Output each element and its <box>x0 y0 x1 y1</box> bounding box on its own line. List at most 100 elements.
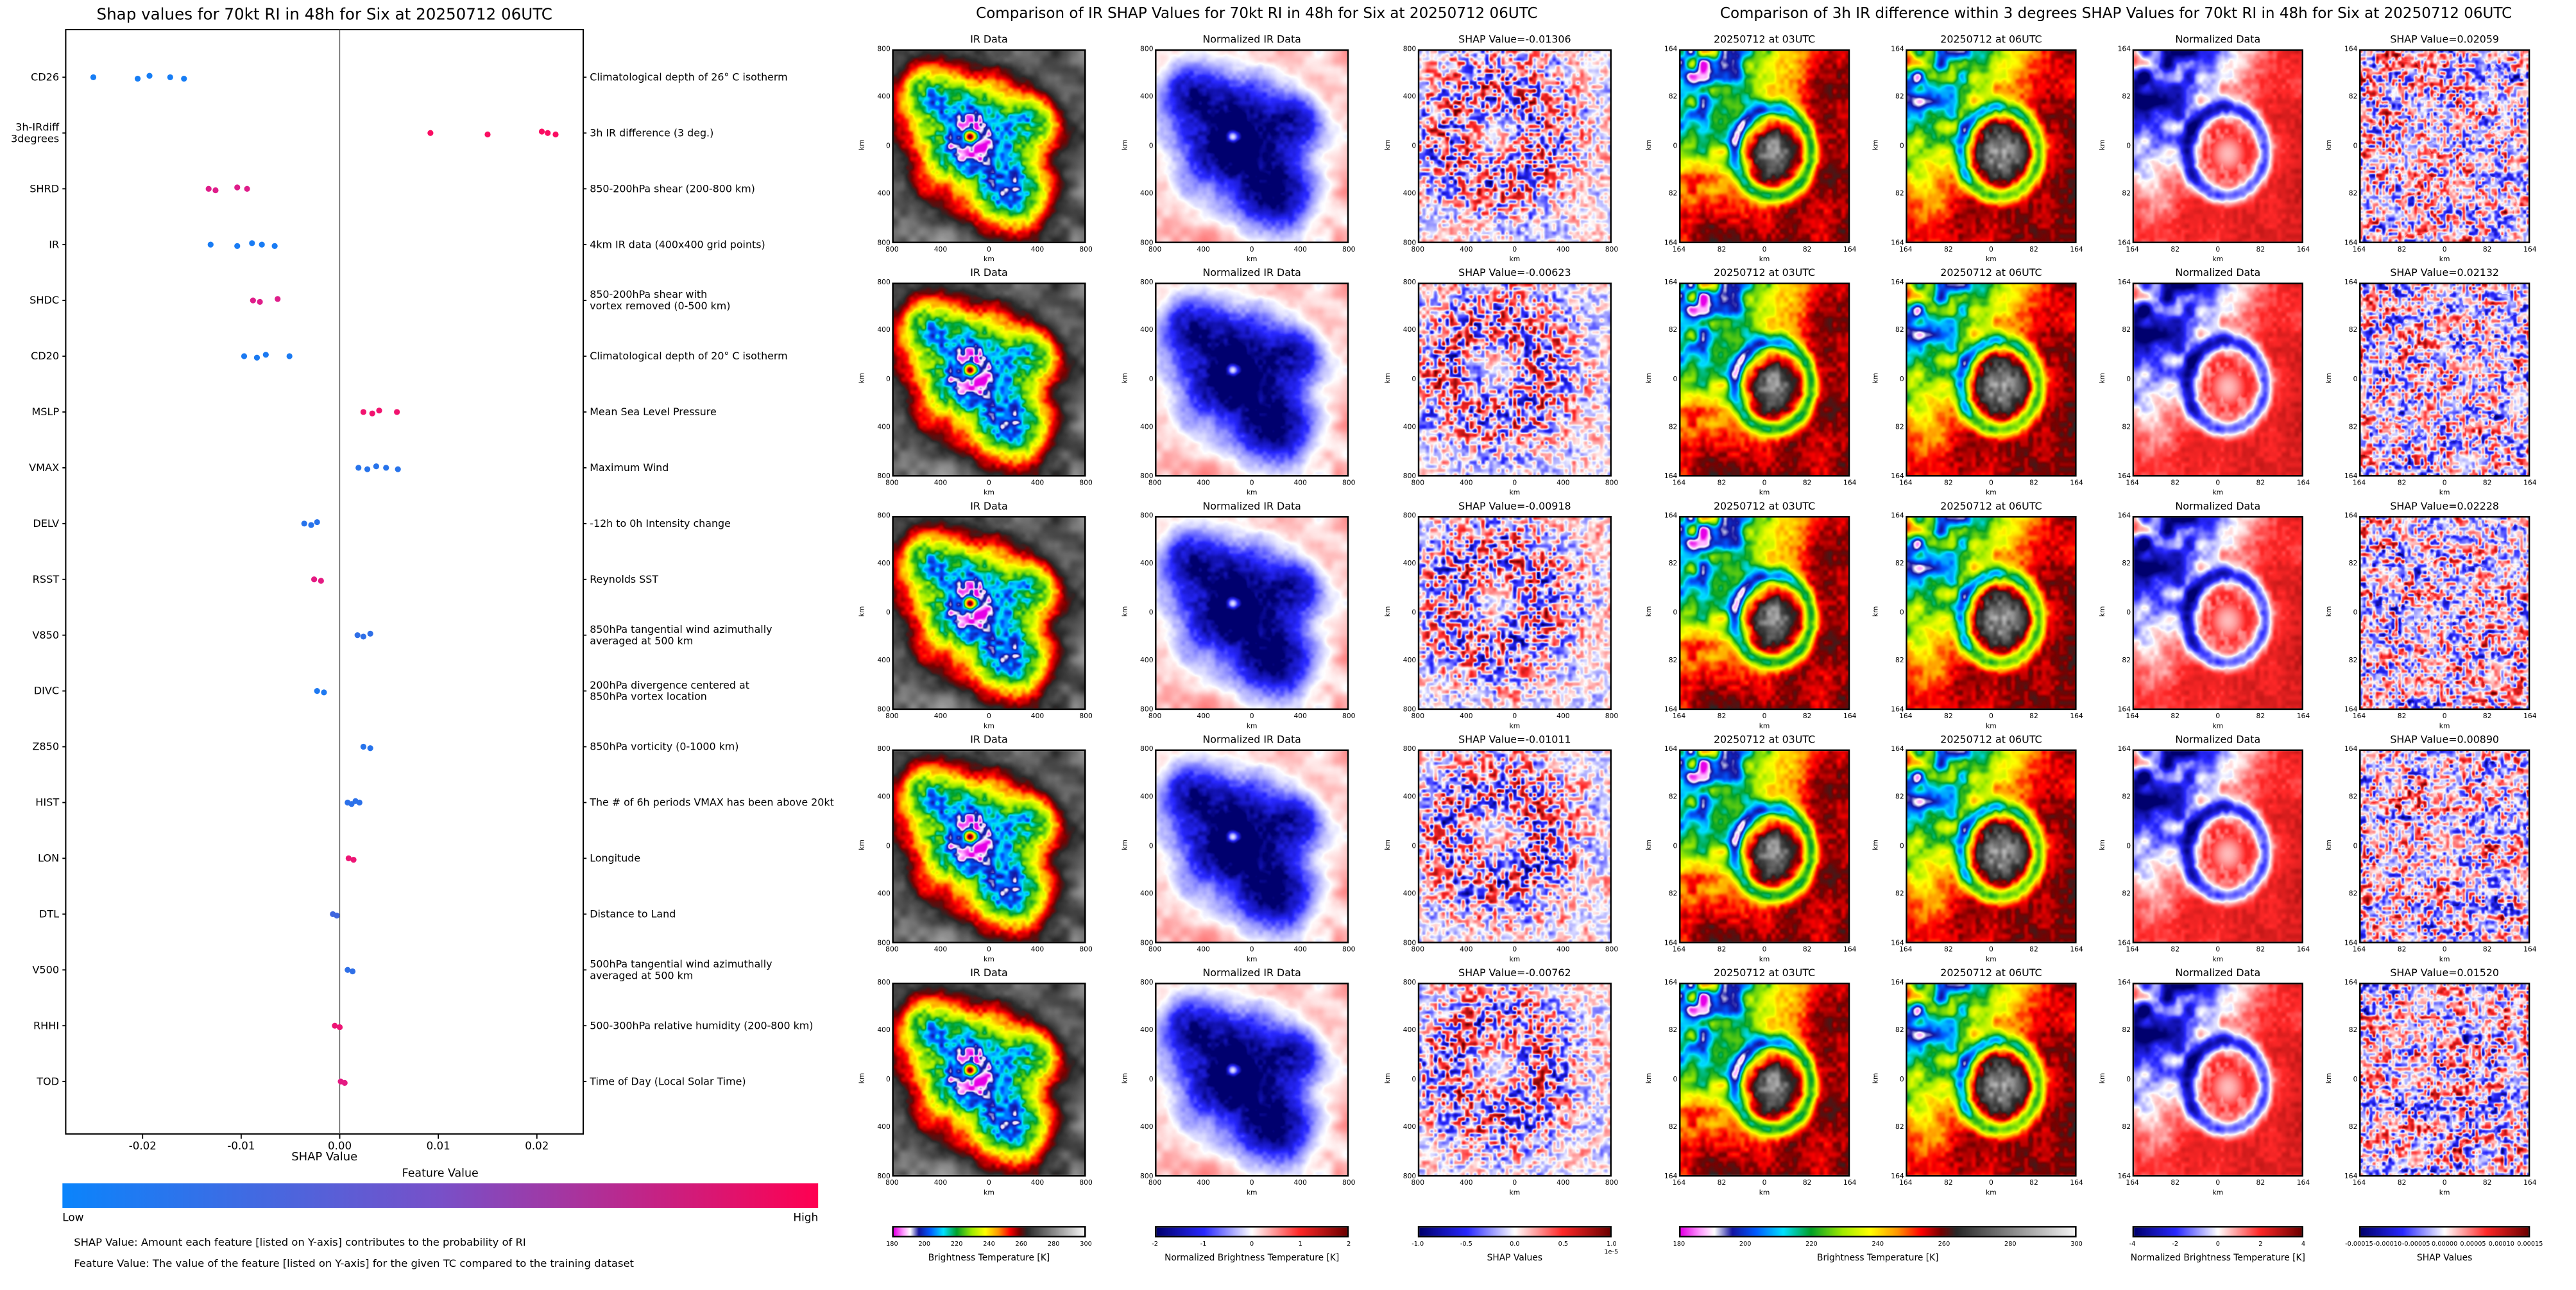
x-tick: 164 <box>2126 944 2139 952</box>
y-tick: 82 <box>2122 655 2131 664</box>
x-tick: 0 <box>2215 477 2221 486</box>
map-column-title: SHAP Value=-0.01011 <box>1458 734 1571 746</box>
y-tick: 82 <box>1895 189 1904 198</box>
y-tick: 164 <box>1664 1171 1678 1180</box>
colorbar-label: Normalized Brightness Temperature [K] <box>2130 1253 2305 1263</box>
shap-mid-map <box>1417 749 1612 943</box>
y-tick: 82 <box>1668 558 1678 567</box>
x-tick: 0 <box>2442 1177 2447 1186</box>
x-tick: 800 <box>1148 944 1162 952</box>
y-tick: 164 <box>2117 277 2131 286</box>
x-tick: 82 <box>1717 710 1727 719</box>
y-tick: 0 <box>886 1074 891 1083</box>
y-tick: 800 <box>877 470 891 479</box>
y-tick: 800 <box>1403 470 1417 479</box>
feature-value-colorbar-title: Feature Value <box>402 1167 479 1180</box>
x-tick: 400 <box>1197 244 1210 253</box>
y-tick: 0 <box>1412 1074 1417 1083</box>
x-tick: 800 <box>1605 477 1619 486</box>
y-tick: 164 <box>1891 977 1904 986</box>
x-axis-label: km <box>2212 954 2224 963</box>
x-axis-label: km <box>1986 954 1997 963</box>
x-tick: 82 <box>1944 244 1953 253</box>
colorbar-tick: 200 <box>918 1238 931 1247</box>
y-tick: 400 <box>877 558 891 567</box>
y-tick: 82 <box>1668 92 1678 101</box>
y-tick: 164 <box>1664 704 1678 713</box>
x-tick: 82 <box>1944 1177 1953 1186</box>
y-axis-label: km <box>1120 1072 1129 1084</box>
normR-map <box>2132 983 2303 1177</box>
x-axis-label: km <box>1509 254 1521 262</box>
x-tick: 164 <box>1843 710 1857 719</box>
x-tick: 400 <box>1030 944 1045 952</box>
colorbar-tick: 240 <box>1872 1238 1884 1247</box>
x-tick: 800 <box>1411 710 1425 719</box>
y-tick: 400 <box>877 422 891 431</box>
map-column-title: 20250712 at 06UTC <box>1940 734 2042 746</box>
y-axis-label: km <box>857 139 866 150</box>
map-column-title: 20250712 at 06UTC <box>1940 968 2042 980</box>
x-tick: 400 <box>934 244 948 253</box>
y-tick: 800 <box>1403 44 1417 52</box>
x-tick: 82 <box>1802 244 1812 253</box>
colorbar-tick: 4 <box>2301 1238 2306 1247</box>
x-tick: 82 <box>2482 244 2492 253</box>
x-tick-label: -0.01 <box>227 1140 255 1150</box>
x-tick: 0 <box>1512 944 1517 952</box>
x-tick: 0 <box>1512 244 1517 253</box>
shap-point <box>314 519 320 526</box>
shapR-map <box>2359 49 2530 243</box>
colorbar-tick: 300 <box>2070 1238 2083 1247</box>
x-tick: 164 <box>2070 1177 2083 1186</box>
x-tick: 82 <box>2171 477 2180 486</box>
y-axis-label: km <box>2324 839 2333 850</box>
y-tick: 164 <box>2117 743 2131 752</box>
shap-point <box>360 633 367 640</box>
x-axis-label: km <box>1246 1187 1258 1196</box>
x-tick: 400 <box>1557 944 1570 952</box>
x-tick: 800 <box>1079 710 1093 719</box>
y-tick: 82 <box>2122 889 2131 898</box>
x-axis-label: km <box>2439 954 2450 963</box>
x-tick: 82 <box>2397 710 2407 719</box>
x-tick: 800 <box>1148 1177 1162 1186</box>
feature-description: 500-300hPa relative humidity (200-800 km… <box>590 1019 813 1031</box>
brightness-temperature-k--colorbar <box>1678 1226 2077 1238</box>
colorbar-tick: 180 <box>886 1238 898 1247</box>
y-tick: 82 <box>1895 325 1904 334</box>
y-tick: 400 <box>1403 1122 1417 1131</box>
x-tick: 82 <box>2171 244 2180 253</box>
x-tick: 164 <box>1899 477 1913 486</box>
shap-point <box>259 241 265 248</box>
y-tick: 400 <box>1403 792 1417 801</box>
x-axis-label: km <box>984 487 994 496</box>
x-tick: 164 <box>1843 944 1857 952</box>
x-tick-label: 0.00 <box>328 1140 352 1150</box>
y-tick: 800 <box>1403 704 1417 713</box>
map-column-title: 20250712 at 03UTC <box>1713 268 1816 280</box>
shap-point <box>314 687 320 694</box>
feature-tick-label: TOD <box>36 1075 59 1087</box>
x-tick: 400 <box>1030 244 1045 253</box>
ir-mid-map <box>892 516 1086 710</box>
x-tick: 82 <box>2256 710 2265 719</box>
feature-tick-label: MSLP <box>31 406 59 418</box>
x-tick: 164 <box>2126 1177 2139 1186</box>
x-tick: 82 <box>2397 477 2407 486</box>
x-tick: 82 <box>1944 477 1953 486</box>
shap-point <box>146 73 153 79</box>
shapR-map <box>2359 516 2530 710</box>
y-tick: 400 <box>1140 655 1154 664</box>
x-tick-label: 0.01 <box>427 1140 450 1150</box>
x-tick: 0 <box>1512 710 1517 719</box>
ir6-map <box>1906 282 2077 477</box>
y-axis-label: km <box>1871 139 1880 150</box>
feature-description: The # of 6h periods VMAX has been above … <box>589 796 834 809</box>
x-tick: 164 <box>1899 710 1913 719</box>
map-column-title: IR Data <box>970 268 1008 280</box>
feature-description: 3h IR difference (3 deg.) <box>590 126 713 139</box>
y-tick: 400 <box>1140 189 1154 198</box>
y-tick: 82 <box>2122 92 2131 101</box>
